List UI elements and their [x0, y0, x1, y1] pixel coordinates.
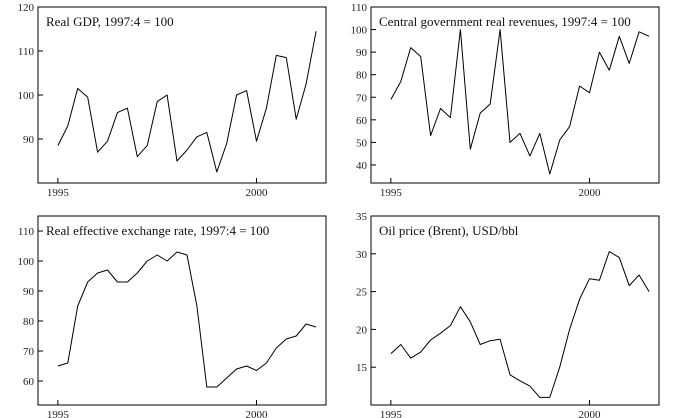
- x-tick-label: 1995: [380, 187, 403, 199]
- x-tick-label: 1995: [47, 409, 70, 418]
- plot-frame: [370, 215, 660, 406]
- series-line-1: [390, 251, 650, 398]
- plot-frame: [37, 215, 327, 406]
- y-tick-label: 110: [18, 46, 35, 58]
- y-tick-label: 40: [356, 160, 368, 172]
- y-tick-label: 70: [23, 346, 35, 358]
- y-tick-label: 60: [23, 376, 35, 388]
- chart-title: Real GDP, 1997:4 = 100: [46, 14, 174, 29]
- y-tick-label: 110: [351, 2, 368, 14]
- x-tick-label: 2000: [245, 409, 268, 418]
- y-tick-label: 120: [18, 2, 35, 14]
- y-tick-label: 90: [23, 286, 35, 298]
- chart-title: Oil price (Brent), USD/bbl: [379, 223, 519, 238]
- y-tick-label: 100: [18, 90, 35, 102]
- plot-frame: [37, 6, 327, 184]
- x-tick-label: 2000: [578, 187, 601, 199]
- x-tick-label: 2000: [578, 409, 601, 418]
- y-tick-label: 20: [356, 324, 368, 336]
- y-tick-label: 25: [356, 287, 368, 299]
- y-tick-label: 90: [356, 47, 368, 59]
- chart-panel-3: 60 70 80 90 100 110 1995 2000 Real effective exc…: [18, 215, 327, 418]
- y-tick-label: 80: [356, 70, 368, 82]
- y-tick-label: 35: [356, 211, 368, 223]
- chart-panel-1: 90 100 110 120 1995 2000 Real GDP, 1997:4 = 10…: [18, 2, 327, 199]
- y-tick-label: 80: [23, 316, 35, 328]
- y-tick-label: 110: [18, 226, 35, 238]
- series-line-1: [57, 31, 317, 173]
- chart-panel-2: 40 50 60 70 80 90 100 110 1995 2000 Central govern…: [351, 2, 660, 199]
- y-tick-label: 100: [351, 25, 368, 37]
- chart-title: Central government real revenues, 1997:4…: [379, 14, 631, 29]
- series-line-1: [57, 251, 317, 388]
- series-line-1: [390, 29, 650, 175]
- chart-title: Real effective exchange rate, 1997:4 = 1…: [46, 223, 269, 238]
- y-tick-label: 100: [18, 256, 35, 268]
- chart-panel-4: 15 20 25 30 35 1995 2000 Oil price (Brent), USD…: [356, 211, 660, 418]
- y-tick-label: 50: [356, 137, 368, 149]
- y-tick-label: 30: [356, 249, 368, 261]
- y-tick-label: 90: [23, 134, 35, 146]
- y-tick-label: 15: [356, 362, 368, 374]
- y-tick-label: 60: [356, 115, 368, 127]
- x-tick-label: 1995: [380, 409, 403, 418]
- plot-frame: [370, 6, 660, 184]
- y-tick-label: 70: [356, 92, 368, 104]
- x-tick-label: 2000: [245, 187, 268, 199]
- x-tick-label: 1995: [47, 187, 70, 199]
